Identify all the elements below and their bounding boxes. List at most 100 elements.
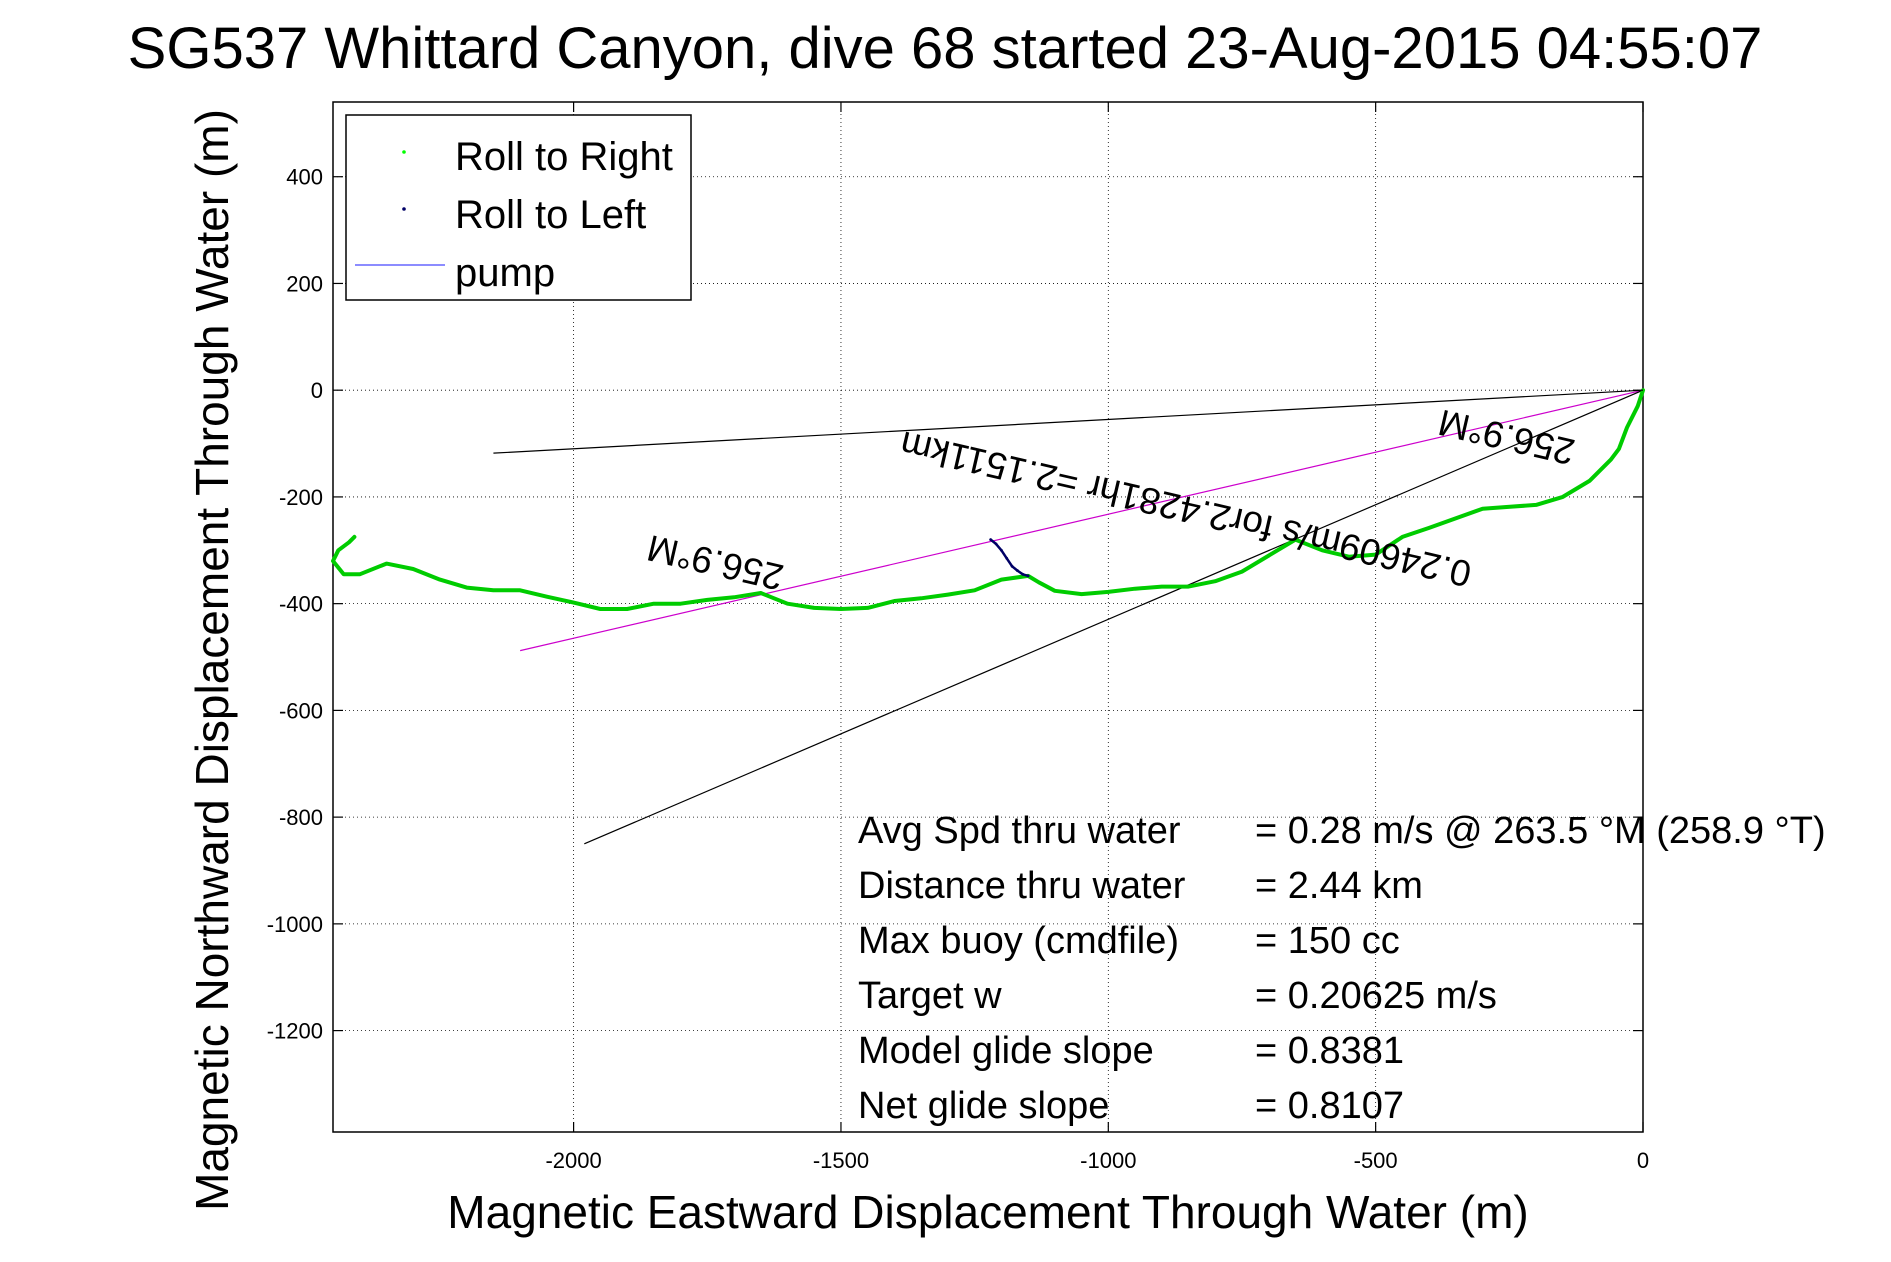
data-point [336,548,340,552]
stat-label: Distance thru water [858,865,1186,907]
data-point [358,572,362,576]
stat-value: = 2.44 km [1255,865,1423,907]
data-point [1053,589,1057,593]
data-point [1609,457,1613,462]
x-tick-label: -500 [1354,1148,1398,1173]
data-point [1267,554,1271,558]
data-point [1010,564,1014,568]
data-point [465,586,469,590]
data-point [1480,507,1485,511]
y-tick-label: -800 [279,805,323,830]
data-point [1021,572,1025,576]
reference-lines [493,389,1644,845]
data-point [1026,574,1030,578]
data-point [1293,538,1298,542]
data-point [347,540,351,544]
y-axis-ticks: 400 200 0 -200 -400 -600 -800 -1000 -1200 [267,165,1643,1044]
reference-line-0 [520,389,1644,652]
data-point [1186,584,1191,589]
data-point [785,602,790,606]
y-tick-label: 400 [286,165,323,190]
data-point [1320,548,1324,552]
y-tick-label: -200 [279,485,323,510]
data-point [491,588,496,592]
x-tick-label: -1500 [813,1148,869,1173]
data-point [1160,584,1164,589]
data-point [839,607,843,611]
data-point [352,535,356,539]
data-point [342,572,346,576]
data-point [989,538,993,542]
data-point [1133,587,1137,591]
stats-block: Avg Spd thru water = 0.28 m/s @ 263.5 °M … [858,810,1826,1127]
x-tick-label: 0 [1637,1148,1649,1173]
y-tick-label: -400 [279,592,323,617]
data-point [598,607,602,611]
data-point [1106,590,1110,594]
data-point [1400,535,1404,539]
data-point [1617,447,1621,451]
stat-value: = 150 cc [1255,920,1400,962]
y-tick-label: -1200 [267,1019,323,1044]
stat-label: Net glide slope [858,1085,1109,1127]
stat-label: Avg Spd thru water [858,810,1181,852]
data-point [652,602,656,606]
legend-label-roll-left: Roll to Left [455,193,646,237]
x-tick-label: -1000 [1080,1148,1136,1173]
data-point [1347,555,1351,559]
data-point [518,588,522,592]
data-point [705,598,709,602]
y-axis-label: Magnetic Northward Displacement Through … [186,109,238,1211]
data-point [411,567,415,571]
x-tick-label: -2000 [545,1148,601,1173]
data-point [625,607,629,611]
data-point [1240,570,1244,574]
legend: Roll to Right Roll to Left pump [345,114,692,301]
x-axis-ticks: -2000 -1500 -1000 -500 0 [545,102,1649,1173]
stat-label: Model glide slope [858,1030,1154,1072]
data-point [1587,479,1592,483]
stat-value: = 0.20625 m/s [1255,975,1497,1017]
legend-label-roll-right: Roll to Right [455,135,673,179]
y-tick-label: -1000 [267,912,323,937]
legend-marker-roll-left [402,207,406,211]
data-point [384,562,389,566]
data-point [866,606,870,610]
y-tick-label: 0 [311,378,323,403]
y-tick-label: 200 [286,271,323,296]
data-point [994,542,998,546]
legend-marker-roll-right [402,150,406,154]
data-point [1534,503,1538,507]
data-point [1427,526,1431,530]
series-line-roll-right [331,388,1645,611]
legend-label-pump: pump [455,251,555,295]
data-point [892,599,897,603]
data-point [1005,556,1009,560]
data-point [759,591,763,595]
data-point [999,548,1003,552]
data-point [999,578,1003,582]
data-point [732,595,736,599]
data-point [919,596,923,600]
x-axis-label: Magnetic Eastward Displacement Through W… [447,1186,1528,1238]
y-tick-label: -600 [279,698,323,723]
reference-line-2 [584,389,1644,845]
data-point [1016,569,1019,572]
data-point [438,578,442,582]
data-point [1213,579,1217,583]
data-point [812,606,816,610]
data-point [331,559,335,563]
stat-value: = 0.8107 [1255,1085,1404,1127]
data-point [1636,404,1640,408]
stat-label: Max buoy (cmdfile) [858,920,1179,962]
data-point [678,602,683,606]
stat-value: = 0.8381 [1255,1030,1404,1072]
stat-value: = 0.28 m/s @ 263.5 °M (258.9 °T) [1255,810,1826,852]
chart-title: SG537 Whittard Canyon, dive 68 started 2… [128,16,1763,81]
data-point [1037,580,1041,584]
data-point [1374,552,1378,557]
data-point [1561,495,1565,499]
data-point [572,600,576,605]
data-point [1079,592,1084,596]
